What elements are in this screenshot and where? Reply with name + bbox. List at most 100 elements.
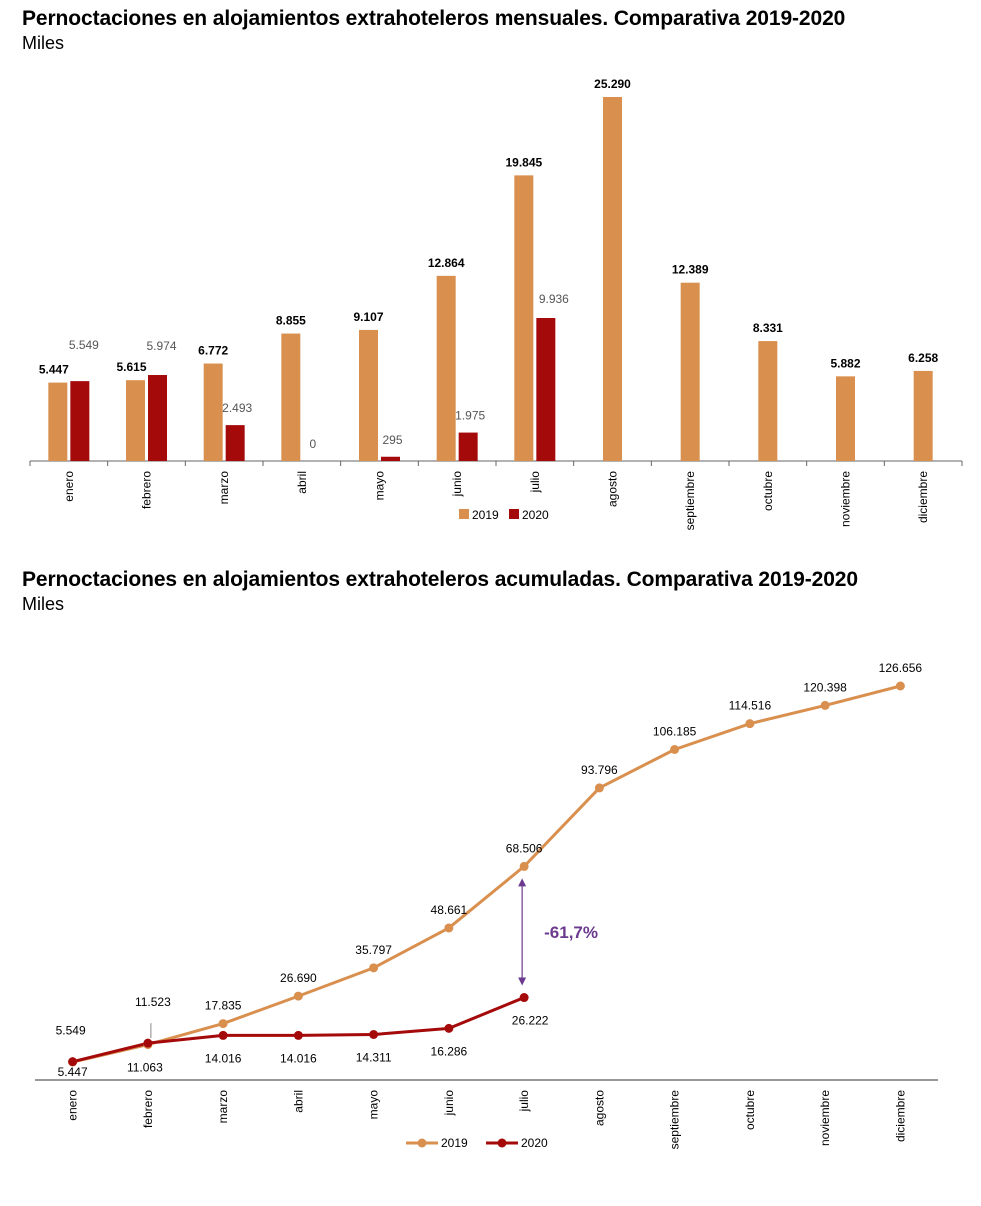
- chart2-title: Pernoctaciones en alojamientos extrahote…: [22, 568, 858, 591]
- bar-2019: [680, 282, 700, 461]
- bar-2019: [514, 175, 534, 461]
- point-2019: [820, 700, 830, 710]
- x-tick-label: abril: [295, 471, 309, 494]
- data-label-2019: 8.855: [276, 314, 306, 328]
- data-label-2020: 5.549: [69, 338, 99, 352]
- data-label-2019: 93.796: [581, 763, 618, 777]
- annotation-label: -61,7%: [544, 923, 598, 942]
- data-label-2019: 68.506: [506, 841, 543, 855]
- data-label-2019: 5.447: [58, 1065, 88, 1079]
- point-2020: [369, 1030, 379, 1040]
- x-tick-label: agosto: [592, 1090, 606, 1126]
- bar-2020: [536, 317, 556, 461]
- x-tick-label: julio: [528, 471, 542, 494]
- x-tick-label: noviembre: [818, 1090, 832, 1146]
- point-2019: [444, 923, 454, 933]
- data-label-2019: 9.107: [353, 310, 383, 324]
- bar-2019: [603, 97, 622, 461]
- data-label-2019: 5.447: [39, 363, 69, 377]
- bar-2020: [148, 375, 167, 461]
- data-label-2020: 14.016: [280, 1051, 317, 1065]
- data-label-2019: 6.258: [908, 351, 938, 365]
- bar-2019: [836, 376, 855, 461]
- x-tick-label: octubre: [761, 471, 775, 511]
- x-tick-label: junio: [450, 471, 464, 498]
- bar-2019: [359, 329, 378, 461]
- chart1-title: Pernoctaciones en alojamientos extrahote…: [22, 7, 846, 30]
- point-2019: [670, 745, 680, 755]
- bar-2019: [48, 382, 68, 461]
- legend-label-2020: 2020: [522, 508, 549, 522]
- bar-2020: [381, 456, 400, 461]
- point-2020: [143, 1038, 153, 1048]
- point-2019: [594, 783, 604, 793]
- x-tick-label: diciembre: [916, 471, 930, 523]
- monthly-bar-chart: enero febrero marzo abril mayo junio julio agos…: [29, 77, 963, 530]
- legend-swatch-2019: [459, 509, 469, 519]
- chart2-subtitle: Miles: [22, 594, 65, 614]
- data-label-2020: 2.493: [222, 401, 252, 415]
- bar-2019: [126, 380, 145, 461]
- bar-2019: [436, 275, 456, 461]
- data-label-2019: 5.615: [116, 360, 146, 374]
- data-label-2020: 9.936: [539, 292, 569, 306]
- point-2019: [293, 991, 303, 1001]
- x-tick-label: agosto: [606, 471, 620, 507]
- point-2020: [218, 1030, 228, 1040]
- x-tick-label: febrero: [140, 471, 154, 509]
- data-label-2019: 48.661: [431, 903, 468, 917]
- x-tick-label: marzo: [217, 471, 231, 505]
- data-label-2019: 12.389: [672, 263, 709, 277]
- bar-2020: [70, 381, 90, 461]
- point-2019: [745, 719, 755, 729]
- point-2020: [68, 1057, 78, 1067]
- x-tick-label: diciembre: [893, 1090, 907, 1142]
- x-tick-label: octubre: [743, 1090, 757, 1130]
- x-tick-label: julio: [517, 1090, 531, 1113]
- point-2020: [293, 1030, 303, 1040]
- data-label-2020: 1.975: [455, 409, 485, 423]
- legend-swatch-2020: [509, 509, 519, 519]
- point-2019: [519, 861, 529, 871]
- x-tick-label: enero: [62, 471, 76, 502]
- point-2019: [369, 963, 379, 973]
- bar-2019: [203, 363, 223, 461]
- data-label-2020: 5.974: [146, 339, 176, 353]
- legend-label-2019: 2019: [472, 508, 499, 522]
- legend-marker-2020: [497, 1138, 507, 1148]
- data-label-2019: 11.063: [127, 1061, 163, 1075]
- data-label-2019: 12.864: [428, 256, 465, 270]
- data-label-2019: 106.185: [653, 725, 697, 739]
- x-tick-label: marzo: [216, 1090, 230, 1124]
- data-label-2020: 14.016: [205, 1051, 242, 1065]
- bar-2020: [225, 425, 245, 461]
- point-2020: [519, 993, 529, 1003]
- data-label-2019: 25.290: [594, 77, 631, 91]
- data-label-2020: 0: [309, 437, 316, 451]
- annotation-arrow-head-down: [518, 977, 527, 986]
- data-label-2019: 5.882: [830, 356, 860, 370]
- data-label-2020: 26.222: [512, 1014, 549, 1028]
- x-tick-label: mayo: [373, 471, 387, 501]
- legend-label-2020: 2020: [521, 1136, 548, 1150]
- data-label-2020: 295: [382, 433, 402, 447]
- legend-label-2019: 2019: [441, 1136, 468, 1150]
- x-tick-label: febrero: [141, 1090, 155, 1128]
- point-2020: [444, 1023, 454, 1033]
- bar-2020: [458, 432, 478, 461]
- bar-2019: [758, 341, 778, 461]
- legend-marker-2019: [417, 1138, 427, 1148]
- chart1-subtitle: Miles: [22, 33, 65, 53]
- data-label-2019: 17.835: [205, 999, 242, 1013]
- data-label-2019: 35.797: [355, 943, 392, 957]
- x-tick-label: septiembre: [668, 1090, 682, 1150]
- data-label-2019: 8.331: [753, 321, 783, 335]
- data-label-2020: 14.311: [356, 1051, 392, 1065]
- bar-2019: [913, 370, 933, 461]
- annotation-arrow-head-up: [518, 878, 527, 887]
- data-label-2019: 126.656: [879, 661, 923, 675]
- data-label-2019: 19.845: [505, 155, 542, 169]
- point-2019: [895, 681, 905, 691]
- data-label-2019: 6.772: [198, 344, 228, 358]
